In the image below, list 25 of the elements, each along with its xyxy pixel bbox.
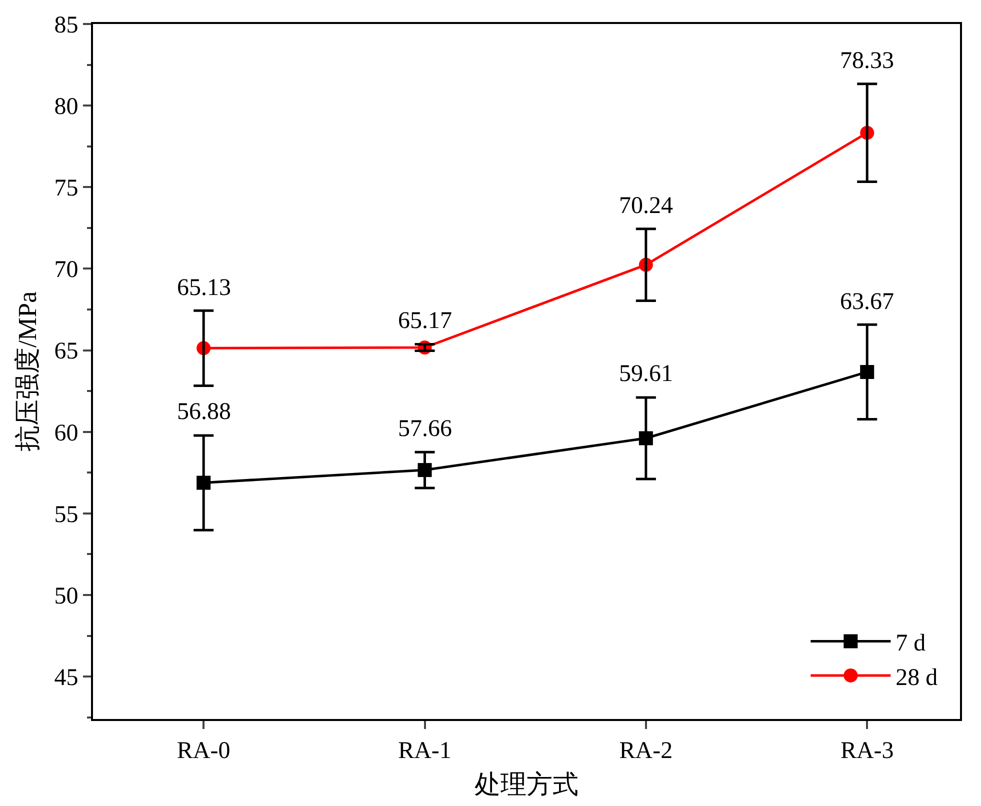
y-tick-label: 65	[54, 338, 78, 365]
y-tick-label: 60	[54, 420, 78, 446]
y-tick-label: 45	[54, 664, 78, 691]
y-tick-label: 80	[54, 94, 78, 120]
data-label: 65.13	[177, 275, 231, 301]
data-label: 65.17	[398, 308, 452, 334]
y-tick-label: 55	[54, 502, 78, 528]
data-label: 63.67	[840, 289, 894, 315]
x-tick-label: RA-2	[619, 738, 673, 764]
legend-label: 28 d	[896, 664, 938, 691]
data-label: 59.61	[619, 361, 673, 387]
y-tick-label: 75	[54, 176, 78, 202]
y-tick-label: 50	[54, 583, 78, 610]
x-axis-title: 处理方式	[474, 770, 578, 799]
x-tick-label: RA-0	[176, 738, 230, 764]
data-label: 56.88	[177, 399, 231, 425]
data-label: 70.24	[619, 193, 673, 219]
x-tick-label: RA-3	[840, 738, 894, 764]
y-tick-label: 85	[54, 12, 78, 38]
x-tick-label: RA-1	[398, 738, 452, 764]
data-label: 57.66	[398, 416, 452, 442]
y-axis-title: 抗压强度/MPa	[13, 290, 42, 452]
legend-label: 7 d	[896, 630, 926, 657]
y-tick-label: 70	[54, 257, 78, 284]
data-label: 78.33	[840, 48, 894, 74]
